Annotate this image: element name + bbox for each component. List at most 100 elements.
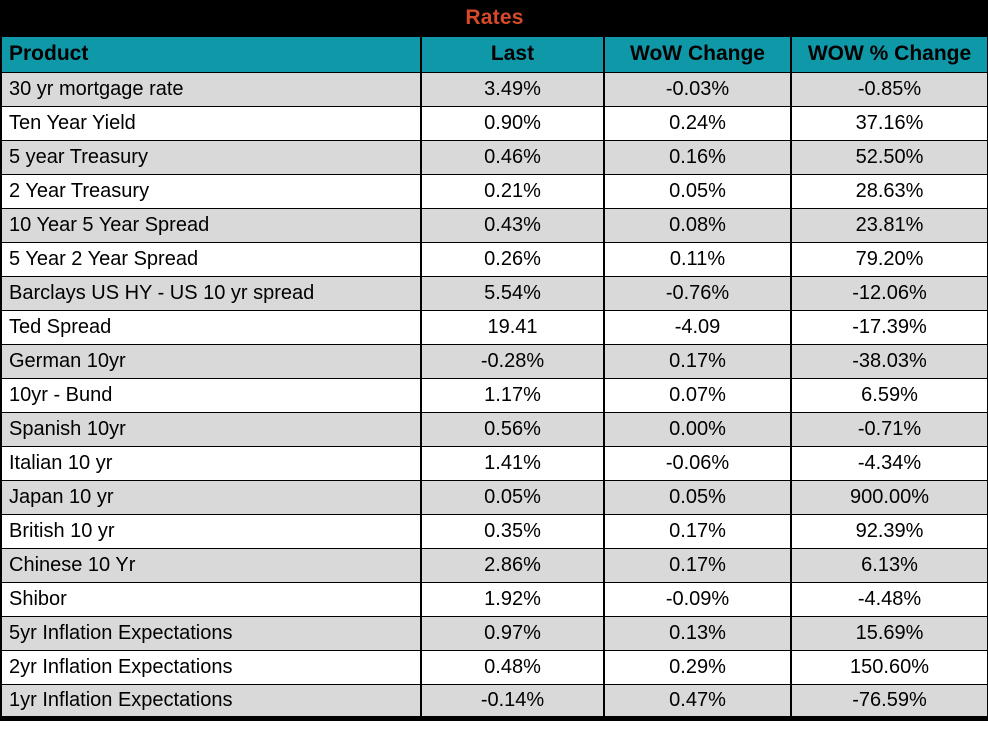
product-cell: 2yr Inflation Expectations: [0, 649, 422, 685]
value-cell: 2.86%: [420, 547, 605, 583]
value-cell: -4.34%: [789, 445, 988, 481]
table-row: Japan 10 yr 0.05% 0.05% 900.00%: [0, 479, 988, 515]
value-cell: 0.17%: [603, 513, 792, 549]
table-title: Rates: [1, 0, 988, 36]
product-cell: 5 year Treasury: [0, 139, 422, 175]
value-cell: -0.06%: [603, 445, 792, 481]
title-row: Rates: [1, 0, 988, 36]
value-cell: 0.90%: [420, 105, 605, 141]
product-cell: Italian 10 yr: [0, 445, 422, 481]
value-cell: 0.08%: [603, 207, 792, 243]
value-cell: 0.21%: [420, 173, 605, 209]
value-cell: 3.49%: [420, 71, 605, 107]
value-cell: -0.03%: [603, 71, 792, 107]
table-row: Italian 10 yr 1.41% -0.06% -4.34%: [0, 445, 988, 481]
value-cell: 92.39%: [789, 513, 988, 549]
value-cell: 0.97%: [420, 615, 605, 651]
value-cell: -4.48%: [789, 581, 988, 617]
product-cell: 30 yr mortgage rate: [0, 71, 422, 107]
value-cell: -0.14%: [420, 683, 605, 719]
value-cell: 0.47%: [603, 683, 792, 719]
product-cell: 10 Year 5 Year Spread: [0, 207, 422, 243]
value-cell: 0.13%: [603, 615, 792, 651]
value-cell: 0.17%: [603, 343, 792, 379]
value-cell: 1.92%: [420, 581, 605, 617]
table-row: 5 year Treasury 0.46% 0.16% 52.50%: [0, 139, 988, 175]
value-cell: 0.11%: [603, 241, 792, 277]
table-row: Shibor 1.92% -0.09% -4.48%: [0, 581, 988, 617]
value-cell: 37.16%: [789, 105, 988, 141]
value-cell: 28.63%: [789, 173, 988, 209]
table-row: 5yr Inflation Expectations 0.97% 0.13% 15.6…: [0, 615, 988, 651]
product-cell: Ted Spread: [0, 309, 422, 345]
column-header-wow-change: WoW Change: [603, 35, 792, 73]
product-cell: British 10 yr: [0, 513, 422, 549]
table-row: Barclays US HY - US 10 yr spread 5.54% -0.…: [0, 275, 988, 311]
value-cell: 0.07%: [603, 377, 792, 413]
value-cell: 0.05%: [603, 479, 792, 515]
column-header-product: Product: [0, 35, 422, 73]
table-row: Chinese 10 Yr 2.86% 0.17% 6.13%: [0, 547, 988, 583]
column-header-wow-pct-change: WOW % Change: [789, 35, 988, 73]
value-cell: 0.24%: [603, 105, 792, 141]
value-cell: 6.13%: [789, 547, 988, 583]
value-cell: 0.35%: [420, 513, 605, 549]
rates-table: Rates Product Last WoW Change WOW % Chan…: [0, 0, 988, 721]
product-cell: Chinese 10 Yr: [0, 547, 422, 583]
value-cell: 5.54%: [420, 275, 605, 311]
product-cell: Ten Year Yield: [0, 105, 422, 141]
header-row: Product Last WoW Change WOW % Change: [0, 35, 988, 73]
table-row: Ten Year Yield 0.90% 0.24% 37.16%: [0, 105, 988, 141]
value-cell: -12.06%: [789, 275, 988, 311]
table-row: 2yr Inflation Expectations 0.48% 0.29% 150.…: [0, 649, 988, 685]
table-row: 2 Year Treasury 0.21% 0.05% 28.63%: [0, 173, 988, 209]
table-row: 10 Year 5 Year Spread 0.43% 0.08% 23.81%: [0, 207, 988, 243]
value-cell: 1.17%: [420, 377, 605, 413]
value-cell: 150.60%: [789, 649, 988, 685]
product-cell: German 10yr: [0, 343, 422, 379]
value-cell: -0.71%: [789, 411, 988, 447]
product-cell: Shibor: [0, 581, 422, 617]
value-cell: -0.28%: [420, 343, 605, 379]
value-cell: -4.09: [603, 309, 792, 345]
value-cell: 0.26%: [420, 241, 605, 277]
table-row: German 10yr -0.28% 0.17% -38.03%: [0, 343, 988, 379]
table-row: Spanish 10yr 0.56% 0.00% -0.71%: [0, 411, 988, 447]
value-cell: 15.69%: [789, 615, 988, 651]
product-cell: 5 Year 2 Year Spread: [0, 241, 422, 277]
value-cell: 0.05%: [603, 173, 792, 209]
value-cell: 79.20%: [789, 241, 988, 277]
table-row: Ted Spread 19.41 -4.09 -17.39%: [0, 309, 988, 345]
value-cell: 0.05%: [420, 479, 605, 515]
value-cell: 0.43%: [420, 207, 605, 243]
table-row: 30 yr mortgage rate 3.49% -0.03% -0.85%: [0, 71, 988, 107]
value-cell: 19.41: [420, 309, 605, 345]
product-cell: Barclays US HY - US 10 yr spread: [0, 275, 422, 311]
value-cell: 52.50%: [789, 139, 988, 175]
product-cell: 1yr Inflation Expectations: [0, 683, 422, 719]
value-cell: 0.29%: [603, 649, 792, 685]
product-cell: 5yr Inflation Expectations: [0, 615, 422, 651]
value-cell: 6.59%: [789, 377, 988, 413]
table-row: 5 Year 2 Year Spread 0.26% 0.11% 79.20%: [0, 241, 988, 277]
value-cell: -0.85%: [789, 71, 988, 107]
table-row: 10yr - Bund 1.17% 0.07% 6.59%: [0, 377, 988, 413]
product-cell: 10yr - Bund: [0, 377, 422, 413]
value-cell: 0.56%: [420, 411, 605, 447]
value-cell: -0.76%: [603, 275, 792, 311]
value-cell: -38.03%: [789, 343, 988, 379]
value-cell: -0.09%: [603, 581, 792, 617]
table-row: 1yr Inflation Expectations -0.14% 0.47% -76…: [0, 683, 988, 719]
value-cell: -17.39%: [789, 309, 988, 345]
value-cell: 1.41%: [420, 445, 605, 481]
value-cell: 0.16%: [603, 139, 792, 175]
value-cell: 0.00%: [603, 411, 792, 447]
product-cell: 2 Year Treasury: [0, 173, 422, 209]
value-cell: 0.48%: [420, 649, 605, 685]
product-cell: Spanish 10yr: [0, 411, 422, 447]
table-row: British 10 yr 0.35% 0.17% 92.39%: [0, 513, 988, 549]
value-cell: 23.81%: [789, 207, 988, 243]
product-cell: Japan 10 yr: [0, 479, 422, 515]
value-cell: 900.00%: [789, 479, 988, 515]
